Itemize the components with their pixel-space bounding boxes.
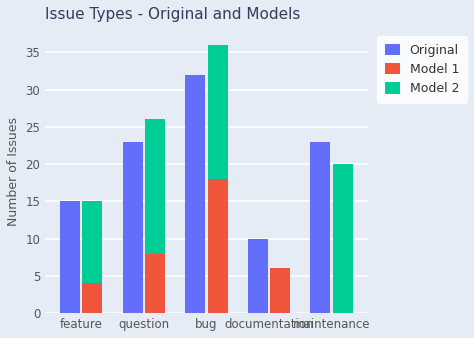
Bar — [145, 119, 165, 254]
Bar — [60, 201, 80, 313]
Legend: Original, Model 1, Model 2: Original, Model 1, Model 2 — [377, 36, 466, 103]
Y-axis label: Number of Issues: Number of Issues — [7, 117, 20, 226]
Bar — [82, 283, 102, 313]
Text: Issue Types - Original and Models: Issue Types - Original and Models — [45, 7, 301, 22]
Bar — [270, 268, 291, 313]
Bar — [208, 45, 228, 179]
Bar — [82, 201, 102, 283]
Bar — [248, 239, 268, 313]
Bar — [208, 179, 228, 313]
Bar — [122, 142, 143, 313]
Bar — [185, 75, 205, 313]
Bar — [310, 142, 330, 313]
Bar — [145, 254, 165, 313]
Bar — [333, 164, 353, 313]
